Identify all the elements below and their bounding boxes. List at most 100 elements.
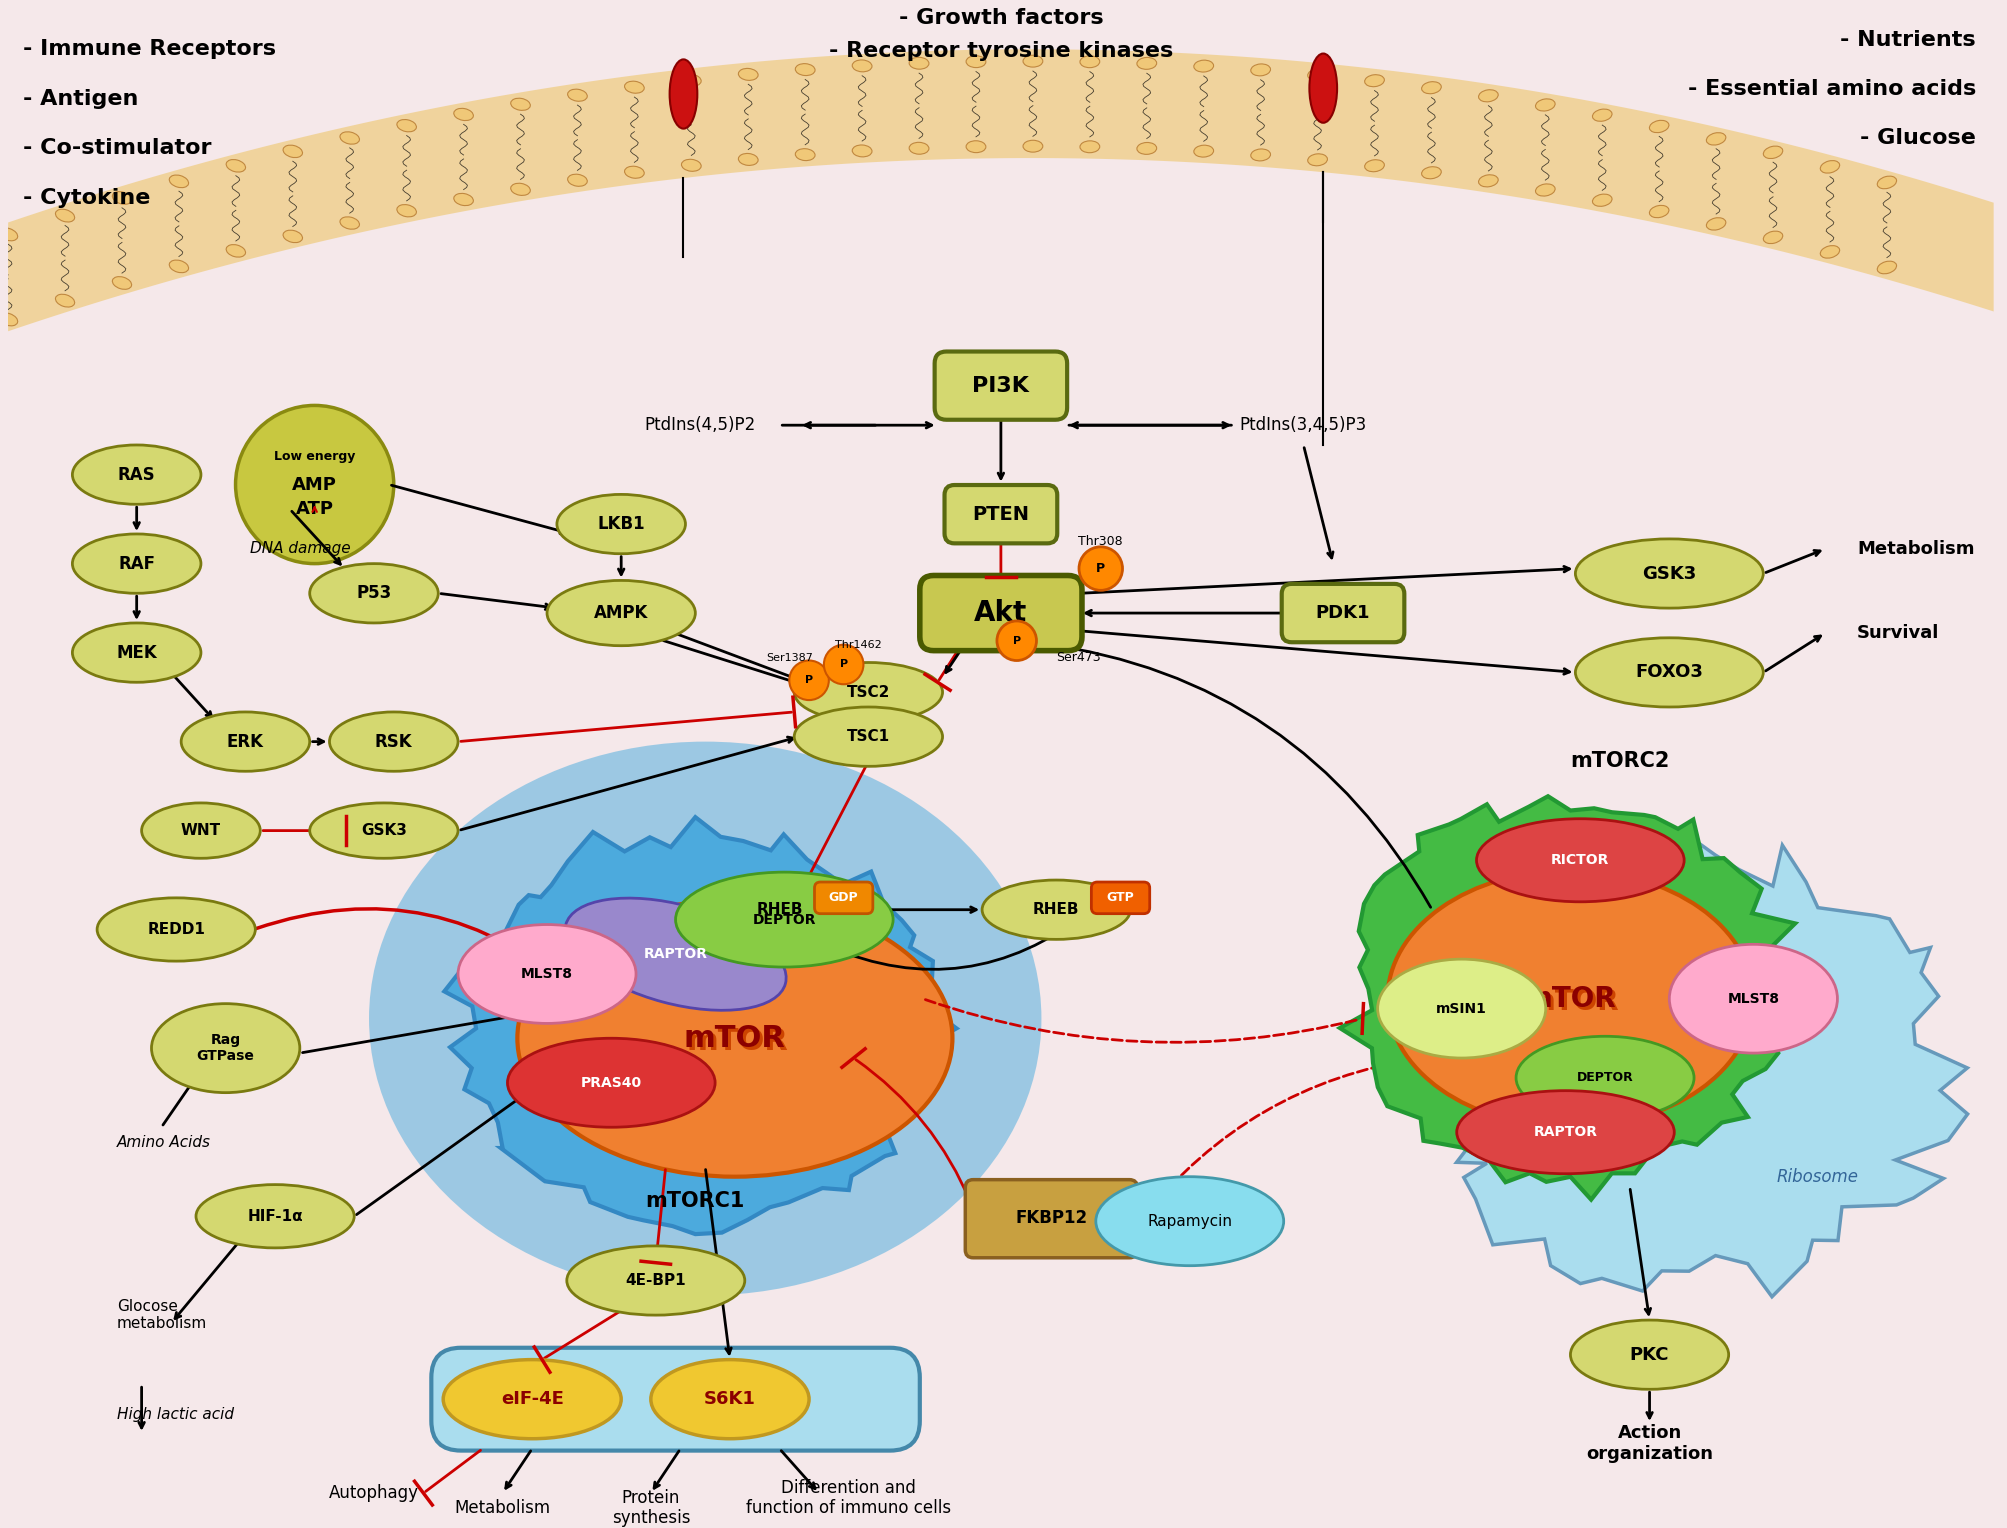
Text: DNA damage: DNA damage — [249, 541, 349, 556]
Ellipse shape — [851, 145, 871, 157]
Ellipse shape — [789, 660, 829, 700]
Text: PtdIns(4,5)P2: PtdIns(4,5)P2 — [644, 416, 755, 434]
Text: ATP: ATP — [295, 500, 333, 518]
Text: - Growth factors: - Growth factors — [897, 8, 1102, 28]
Ellipse shape — [546, 581, 694, 646]
Ellipse shape — [309, 564, 438, 623]
PathPatch shape — [1397, 825, 1967, 1297]
Ellipse shape — [624, 81, 644, 93]
Ellipse shape — [1194, 145, 1212, 157]
Ellipse shape — [510, 98, 530, 110]
Ellipse shape — [1648, 121, 1668, 133]
Ellipse shape — [1307, 154, 1327, 165]
Ellipse shape — [72, 445, 201, 504]
Ellipse shape — [965, 55, 985, 67]
Ellipse shape — [1475, 819, 1684, 902]
Ellipse shape — [1668, 944, 1836, 1053]
Text: Rag
GTPase: Rag GTPase — [197, 1033, 255, 1063]
Ellipse shape — [1080, 57, 1100, 67]
Ellipse shape — [1096, 1177, 1282, 1265]
Text: PtdIns(3,4,5)P3: PtdIns(3,4,5)P3 — [1238, 416, 1367, 434]
Text: AMP: AMP — [293, 475, 337, 494]
Text: MLST8: MLST8 — [520, 967, 572, 981]
Ellipse shape — [510, 183, 530, 196]
Ellipse shape — [454, 194, 474, 206]
Text: PKC: PKC — [1630, 1346, 1668, 1363]
Text: WNT: WNT — [181, 824, 221, 837]
Ellipse shape — [72, 623, 201, 683]
Text: - Immune Receptors: - Immune Receptors — [22, 40, 275, 60]
Ellipse shape — [851, 60, 871, 72]
Text: eIF-4E: eIF-4E — [500, 1390, 564, 1409]
Ellipse shape — [795, 148, 815, 160]
Text: Rapamycin: Rapamycin — [1146, 1213, 1232, 1229]
Text: GSK3: GSK3 — [361, 824, 407, 837]
Ellipse shape — [508, 1038, 714, 1128]
Ellipse shape — [169, 176, 189, 188]
Ellipse shape — [668, 60, 696, 128]
Ellipse shape — [823, 645, 863, 685]
Text: Protein
synthesis: Protein synthesis — [612, 1488, 690, 1528]
Text: DEPTOR: DEPTOR — [1575, 1071, 1632, 1085]
Text: 4E-BP1: 4E-BP1 — [624, 1273, 686, 1288]
PathPatch shape — [444, 817, 955, 1235]
Text: RAF: RAF — [118, 555, 155, 573]
Ellipse shape — [1515, 1036, 1694, 1120]
Ellipse shape — [227, 244, 245, 257]
Text: - Receptor tyrosine kinases: - Receptor tyrosine kinases — [829, 41, 1172, 61]
Ellipse shape — [235, 405, 393, 564]
Ellipse shape — [56, 295, 74, 307]
Ellipse shape — [1706, 217, 1724, 231]
Text: Ribosome: Ribosome — [1776, 1167, 1858, 1186]
Text: P53: P53 — [355, 584, 391, 602]
Text: FOXO3: FOXO3 — [1634, 663, 1702, 681]
Ellipse shape — [0, 313, 18, 325]
Ellipse shape — [1575, 637, 1762, 707]
Ellipse shape — [1309, 53, 1337, 122]
Ellipse shape — [397, 205, 415, 217]
Text: Metabolism: Metabolism — [1856, 539, 1973, 558]
Text: Ser473: Ser473 — [1056, 651, 1100, 665]
Ellipse shape — [169, 260, 189, 272]
Ellipse shape — [1365, 75, 1383, 87]
Ellipse shape — [568, 89, 586, 101]
Ellipse shape — [624, 167, 644, 179]
Text: Amino Acids: Amino Acids — [116, 1135, 211, 1149]
Text: LKB1: LKB1 — [596, 515, 644, 533]
Text: MLST8: MLST8 — [1726, 992, 1778, 1005]
Ellipse shape — [965, 141, 985, 153]
Text: P: P — [839, 660, 847, 669]
Ellipse shape — [1877, 261, 1897, 274]
Ellipse shape — [1365, 160, 1383, 171]
Ellipse shape — [458, 924, 636, 1024]
Text: Action
organization: Action organization — [1586, 1424, 1712, 1464]
Ellipse shape — [309, 802, 458, 859]
Ellipse shape — [283, 231, 303, 243]
Ellipse shape — [1387, 869, 1752, 1128]
Text: P: P — [1012, 636, 1020, 646]
Ellipse shape — [795, 707, 941, 767]
Text: Thr308: Thr308 — [1078, 535, 1122, 549]
Ellipse shape — [566, 1245, 745, 1316]
Ellipse shape — [1421, 81, 1441, 93]
Ellipse shape — [454, 108, 474, 121]
Text: ERK: ERK — [227, 732, 263, 750]
Text: PTEN: PTEN — [971, 504, 1030, 524]
FancyBboxPatch shape — [432, 1348, 919, 1450]
Ellipse shape — [556, 495, 684, 553]
Text: Thr1462: Thr1462 — [835, 640, 881, 649]
Text: - Essential amino acids: - Essential amino acids — [1686, 79, 1975, 99]
Text: PRAS40: PRAS40 — [580, 1076, 642, 1089]
Ellipse shape — [1377, 960, 1545, 1057]
Ellipse shape — [151, 1004, 299, 1093]
PathPatch shape — [1339, 796, 1794, 1199]
FancyBboxPatch shape — [965, 1180, 1136, 1258]
Ellipse shape — [739, 69, 759, 81]
FancyBboxPatch shape — [933, 351, 1066, 420]
Ellipse shape — [518, 900, 951, 1177]
Ellipse shape — [339, 217, 359, 229]
Ellipse shape — [56, 209, 74, 222]
Ellipse shape — [1762, 147, 1782, 159]
Text: DEPTOR: DEPTOR — [753, 912, 815, 926]
Text: Metabolism: Metabolism — [454, 1499, 550, 1517]
